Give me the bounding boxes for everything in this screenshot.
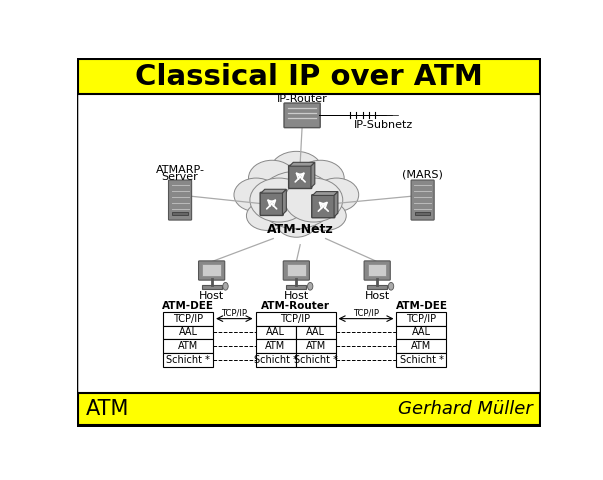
FancyBboxPatch shape <box>289 166 312 189</box>
FancyBboxPatch shape <box>283 261 309 280</box>
FancyBboxPatch shape <box>260 192 283 216</box>
Text: Schicht *: Schicht * <box>400 355 443 365</box>
Text: Server: Server <box>162 172 198 182</box>
FancyBboxPatch shape <box>411 180 434 220</box>
Ellipse shape <box>297 160 344 196</box>
FancyBboxPatch shape <box>198 261 225 280</box>
Ellipse shape <box>247 201 288 230</box>
Text: (MARS): (MARS) <box>402 169 443 180</box>
Bar <box>396 339 446 353</box>
Bar <box>203 264 221 276</box>
Text: AAL: AAL <box>412 327 431 337</box>
Text: Schicht *: Schicht * <box>166 355 210 365</box>
Ellipse shape <box>305 201 346 230</box>
Bar <box>163 325 213 339</box>
Bar <box>287 264 306 276</box>
Text: ATM: ATM <box>265 341 286 351</box>
Bar <box>163 312 213 325</box>
Text: IP-Router: IP-Router <box>277 94 327 104</box>
Bar <box>201 285 222 289</box>
Ellipse shape <box>270 151 323 191</box>
Bar <box>367 285 387 289</box>
Text: TCP/IP: TCP/IP <box>221 309 247 318</box>
Text: Schicht *: Schicht * <box>294 355 338 365</box>
Text: Classical IP over ATM: Classical IP over ATM <box>134 63 482 91</box>
Text: ATM-DEE: ATM-DEE <box>396 300 447 311</box>
Text: ATM: ATM <box>86 399 130 419</box>
Ellipse shape <box>314 178 359 212</box>
Bar <box>368 264 387 276</box>
Polygon shape <box>334 192 338 217</box>
FancyBboxPatch shape <box>312 195 335 218</box>
Bar <box>256 339 295 353</box>
Text: AAL: AAL <box>178 327 198 337</box>
Text: ATM: ATM <box>411 341 432 351</box>
Bar <box>78 59 540 94</box>
Text: ATM: ATM <box>306 341 326 351</box>
Text: ATM: ATM <box>178 341 198 351</box>
Text: ATM-Netz: ATM-Netz <box>267 223 333 236</box>
Polygon shape <box>312 192 338 195</box>
Bar <box>295 339 336 353</box>
Bar <box>396 353 446 367</box>
Bar <box>295 325 336 339</box>
Text: ATMARP-: ATMARP- <box>156 165 204 175</box>
Text: Host: Host <box>365 290 390 300</box>
Bar <box>396 312 446 325</box>
Bar <box>396 325 446 339</box>
Bar <box>415 212 431 215</box>
FancyBboxPatch shape <box>364 261 390 280</box>
Bar <box>295 353 336 367</box>
Bar <box>256 353 295 367</box>
Polygon shape <box>261 189 286 193</box>
Bar <box>172 212 188 215</box>
Text: IP-Subnetz: IP-Subnetz <box>354 120 413 130</box>
Text: Schicht *: Schicht * <box>254 355 297 365</box>
Polygon shape <box>282 189 286 215</box>
Ellipse shape <box>234 178 279 212</box>
Ellipse shape <box>388 282 394 290</box>
Bar <box>163 339 213 353</box>
Text: Host: Host <box>283 290 309 300</box>
Polygon shape <box>311 162 315 188</box>
Text: Host: Host <box>199 290 224 300</box>
Text: Gerhard Müller: Gerhard Müller <box>398 400 532 418</box>
Text: ATM-DEE: ATM-DEE <box>162 300 214 311</box>
Text: AAL: AAL <box>306 327 325 337</box>
FancyBboxPatch shape <box>77 58 541 427</box>
Text: ATM-Router: ATM-Router <box>261 300 330 311</box>
Bar <box>256 312 336 325</box>
Ellipse shape <box>285 178 343 222</box>
Polygon shape <box>289 162 315 166</box>
Ellipse shape <box>223 282 228 290</box>
Text: TCP/IP: TCP/IP <box>173 313 203 324</box>
FancyBboxPatch shape <box>168 180 192 220</box>
Bar <box>78 393 540 425</box>
Bar <box>286 285 306 289</box>
Text: TCP/IP: TCP/IP <box>406 313 437 324</box>
Text: TCP/IP: TCP/IP <box>353 309 379 318</box>
Ellipse shape <box>248 160 295 196</box>
Ellipse shape <box>308 282 313 290</box>
Ellipse shape <box>258 171 335 229</box>
Bar <box>163 353 213 367</box>
Ellipse shape <box>277 210 316 237</box>
Text: TCP/IP: TCP/IP <box>280 313 311 324</box>
Text: AAL: AAL <box>266 327 285 337</box>
Bar <box>256 325 295 339</box>
Ellipse shape <box>250 178 308 222</box>
FancyBboxPatch shape <box>284 103 320 128</box>
